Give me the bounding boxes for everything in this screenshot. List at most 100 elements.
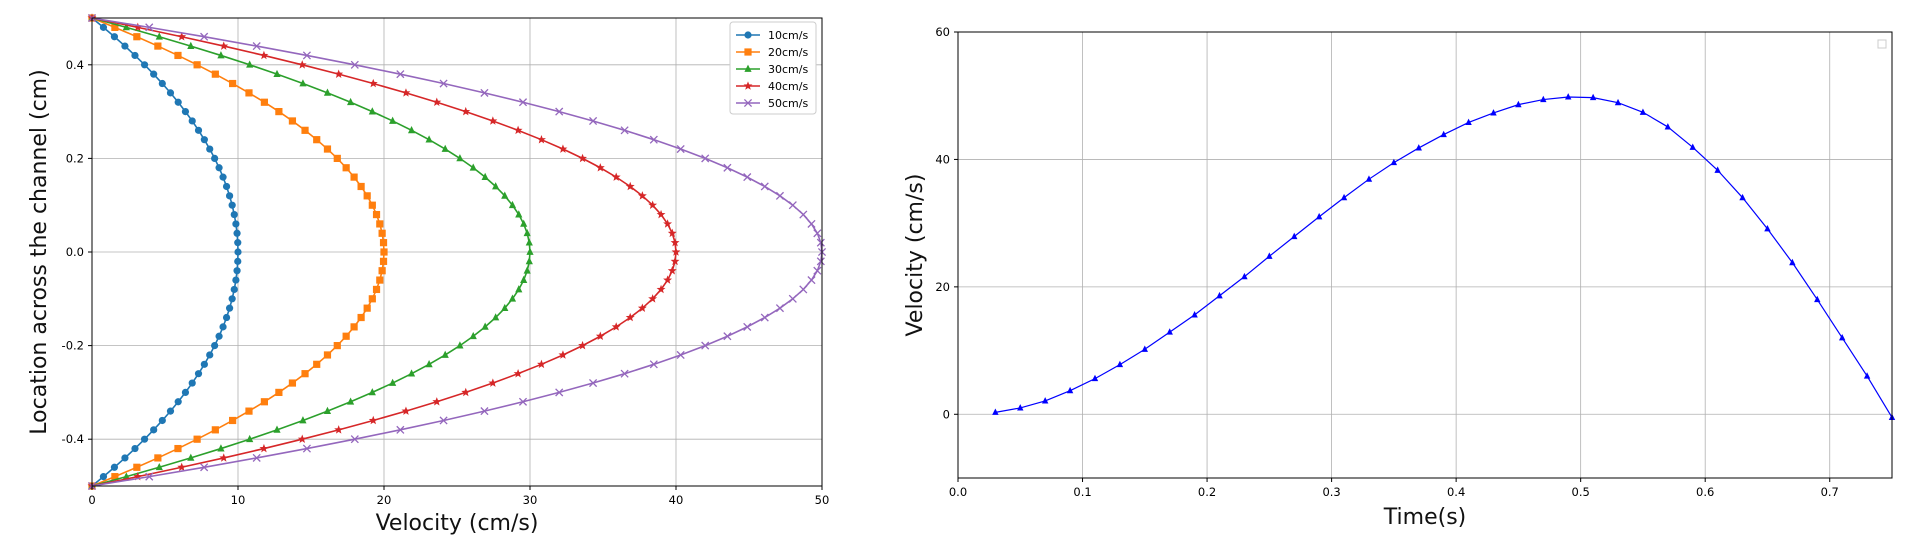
chart-1-point (372, 210, 381, 219)
chart-1-point (313, 136, 321, 144)
chart-1-point (368, 107, 376, 115)
chart-1-legend-label: 30cm/s (768, 63, 808, 76)
chart-1-legend-entry: 30cm/s (736, 63, 808, 76)
chart-1-point (611, 322, 621, 331)
chart-1-point (670, 237, 680, 247)
chart-1-point (259, 50, 269, 60)
chart-1-point (260, 98, 268, 106)
chart-1-point (299, 79, 307, 87)
chart-1-point (368, 388, 376, 396)
chart-1-xlabel: Velocity (cm/s) (376, 511, 539, 536)
chart-2-point (1116, 360, 1124, 368)
chart-1-point (813, 266, 822, 275)
chart-1-point (252, 42, 261, 51)
chart-1-point (456, 154, 464, 162)
chart-1-legend-entry: 10cm/s (736, 29, 808, 42)
chart-2-point (1739, 193, 1746, 201)
chart-2-point (1191, 311, 1198, 318)
chart-1-point (407, 126, 416, 134)
chart-1-point (111, 23, 119, 31)
chart-1-point (555, 107, 564, 116)
chart-2-point (1789, 258, 1796, 266)
chart-2-point (1639, 108, 1647, 115)
chart-1-legend-label: 10cm/s (768, 29, 808, 42)
chart-1-point (760, 182, 769, 191)
chart-1-point (342, 164, 350, 172)
chart-2-point (1540, 95, 1547, 103)
chart-1-legend-marker (744, 64, 752, 72)
chart-1-point (558, 144, 568, 153)
chart-1-point (259, 443, 269, 453)
chart-2-point (1465, 118, 1472, 126)
chart-1: 0 10 20 30 40 50 -0.4 -0.2 0.0 0.2 0.4 Velocity (cm… (27, 13, 829, 536)
chart-1-point (663, 275, 673, 284)
chart-2-frame (957, 31, 1893, 479)
chart-1-point (368, 415, 378, 425)
chart-1-point (481, 172, 489, 180)
chart-1-point (518, 397, 528, 406)
chart-1-point (701, 154, 710, 163)
chart-1-point (110, 33, 119, 41)
chart-1-point (526, 247, 534, 255)
chart-1-point (233, 229, 241, 237)
chart-1-point (150, 426, 158, 434)
chart-1-legend-marker (743, 98, 753, 108)
chart-1-point (671, 247, 681, 256)
chart-2-point (1589, 93, 1597, 101)
chart-1-point (155, 462, 163, 471)
chart-1-point (670, 256, 680, 266)
chart-1-point (501, 303, 509, 312)
chart-2-xtick-label: 0.6 (1696, 485, 1714, 499)
chart-1-point (245, 407, 253, 415)
chart-1-point (299, 416, 307, 424)
chart-1-xtick-label: 30 (523, 493, 538, 507)
chart-2-ytick-label: 60 (935, 25, 950, 39)
chart-1-point (378, 229, 386, 237)
chart-1-ytick-label: -0.4 (62, 432, 84, 446)
chart-1-point (363, 192, 371, 200)
chart-2-point (1017, 404, 1024, 411)
chart-2-point (1764, 225, 1771, 232)
chart-1-legend-marker (743, 81, 753, 90)
chart-2-point (1714, 166, 1721, 173)
chart-1-point (301, 370, 309, 378)
chart-2-point (1241, 272, 1248, 280)
chart-1-point (439, 79, 448, 88)
chart-2-point (1565, 93, 1572, 100)
chart-2-point (992, 408, 999, 415)
chart-2-point (1490, 109, 1497, 116)
chart-1-point (589, 378, 598, 388)
chart-1-point (110, 463, 119, 471)
chart-1-point (302, 51, 311, 60)
chart-1-point (246, 60, 254, 68)
chart-2-point (1340, 193, 1348, 201)
chart-1-series-30cm/s (88, 13, 534, 489)
chart-1-point (723, 163, 732, 172)
chart-2-xtick-label: 0.0 (949, 485, 967, 499)
chart-1-point (206, 145, 214, 153)
chart-1-ytick-label: 0.2 (66, 151, 84, 165)
chart-1-ytick-label: 0.4 (66, 58, 84, 72)
chart-1-point (461, 106, 471, 116)
chart-1-point (357, 182, 365, 191)
chart-1-point (376, 276, 384, 284)
chart-1-point (663, 219, 673, 228)
chart-1-point (232, 220, 240, 228)
chart-1-point (140, 435, 149, 443)
chart-1-point (234, 257, 242, 265)
chart-1-point (441, 144, 449, 152)
chart-1-point (667, 266, 677, 275)
chart-1-point (323, 351, 332, 359)
chart-1-point (288, 379, 297, 387)
chart-1-point (788, 294, 797, 303)
chart-1-point (174, 398, 182, 406)
chart-1-point (649, 135, 658, 144)
chart-1-point (177, 462, 187, 472)
chart-1-point (515, 210, 523, 218)
chart-1-point (346, 397, 355, 405)
chart-1-point (469, 163, 477, 171)
chart-1-point (273, 69, 281, 78)
chart-1-point (513, 369, 523, 378)
chart-1-point (211, 70, 219, 78)
chart-1-point (637, 191, 647, 200)
